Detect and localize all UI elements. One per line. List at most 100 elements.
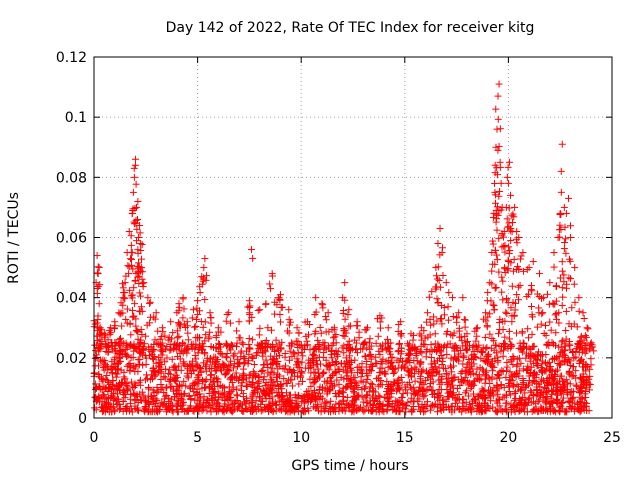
data-point: [122, 315, 130, 323]
data-point: [424, 309, 432, 317]
data-point: [566, 380, 574, 388]
data-point: [473, 332, 481, 340]
data-point: [526, 394, 534, 402]
data-point: [259, 367, 267, 375]
data-point: [132, 203, 140, 211]
data-point: [489, 237, 497, 245]
data-point: [503, 173, 511, 181]
data-point: [239, 390, 247, 398]
y-tick-label: 0.04: [56, 291, 87, 307]
data-point: [341, 279, 349, 287]
data-point: [509, 372, 517, 380]
data-point: [457, 369, 465, 377]
data-point: [562, 327, 570, 335]
data-point: [317, 329, 325, 337]
data-point: [372, 339, 380, 347]
data-point: [528, 330, 536, 338]
data-point: [95, 300, 103, 308]
x-tick-label: 25: [603, 430, 621, 446]
data-point: [583, 324, 591, 332]
data-point: [525, 264, 533, 272]
data-point: [462, 345, 470, 353]
data-point: [171, 366, 179, 374]
data-point: [161, 374, 169, 382]
data-point: [94, 263, 102, 271]
data-point: [501, 241, 509, 249]
data-point: [218, 351, 226, 359]
data-point: [546, 279, 554, 287]
data-point: [479, 349, 487, 357]
data-point: [140, 279, 148, 287]
data-point: [207, 314, 215, 322]
data-point: [233, 343, 241, 351]
data-point: [91, 369, 99, 377]
data-point: [535, 270, 543, 278]
data-point: [256, 306, 264, 314]
data-point: [511, 389, 519, 397]
y-tick-label: 0.06: [56, 231, 87, 247]
data-point: [217, 350, 225, 358]
data-point: [559, 293, 567, 301]
data-point: [513, 239, 521, 247]
data-point: [112, 397, 120, 405]
data-point: [142, 332, 150, 340]
data-point: [339, 309, 347, 317]
data-point: [223, 310, 231, 318]
data-point: [533, 323, 541, 331]
data-point: [565, 357, 573, 365]
data-point: [374, 332, 382, 340]
data-point: [319, 370, 327, 378]
data-point: [433, 295, 441, 303]
data-point: [476, 376, 484, 384]
data-point: [346, 322, 354, 330]
data-point: [254, 306, 262, 314]
data-point: [152, 359, 160, 367]
data-point: [127, 331, 135, 339]
data-point: [151, 315, 159, 323]
data-point: [540, 329, 548, 337]
data-point: [558, 267, 566, 275]
data-point: [503, 295, 511, 303]
data-point: [523, 367, 531, 375]
data-point: [354, 368, 362, 376]
data-point: [127, 255, 135, 263]
data-point: [461, 342, 469, 350]
data-point: [192, 322, 200, 330]
data-point: [542, 331, 550, 339]
data-point: [388, 353, 396, 361]
data-point: [297, 373, 305, 381]
y-axis-label: ROTI / TECUs: [6, 192, 22, 284]
data-point: [366, 345, 374, 353]
data-point: [494, 115, 502, 123]
data-point: [184, 336, 192, 344]
data-point: [494, 92, 502, 100]
data-point: [221, 371, 229, 379]
data-point: [427, 341, 435, 349]
data-point: [568, 304, 576, 312]
data-point: [571, 264, 579, 272]
data-point: [519, 249, 527, 257]
data-point: [444, 316, 452, 324]
data-point: [133, 327, 141, 335]
data-point: [110, 325, 118, 333]
data-point: [233, 327, 241, 335]
data-point: [570, 354, 578, 362]
data-point: [492, 341, 500, 349]
x-tick-label: 15: [396, 430, 414, 446]
data-point: [506, 368, 514, 376]
data-point: [260, 373, 268, 381]
data-point: [252, 397, 260, 405]
data-point: [354, 405, 362, 413]
data-point: [497, 406, 505, 414]
data-point: [201, 296, 209, 304]
data-point: [547, 366, 555, 374]
data-point: [134, 197, 142, 205]
data-point: [499, 277, 507, 285]
data-point: [266, 280, 274, 288]
data-point: [459, 399, 467, 407]
y-tick-label: 0.12: [56, 50, 87, 66]
data-point: [580, 315, 588, 323]
data-point: [377, 324, 385, 332]
data-point: [553, 282, 561, 290]
data-point: [562, 307, 570, 315]
